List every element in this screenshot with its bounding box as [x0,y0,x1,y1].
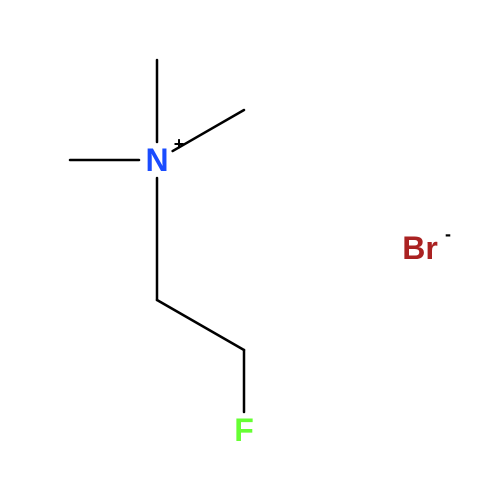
atom-f: F [234,412,254,448]
atoms-group: N F + Br- [145,134,451,448]
bond [157,300,244,350]
atom-n: N [145,142,168,178]
molecule-canvas: N F + Br- [0,0,500,500]
charge-mark: + [174,134,185,154]
bonds-group [70,60,244,412]
counterion-charge: - [445,224,451,244]
counterion-label: Br [402,230,438,266]
